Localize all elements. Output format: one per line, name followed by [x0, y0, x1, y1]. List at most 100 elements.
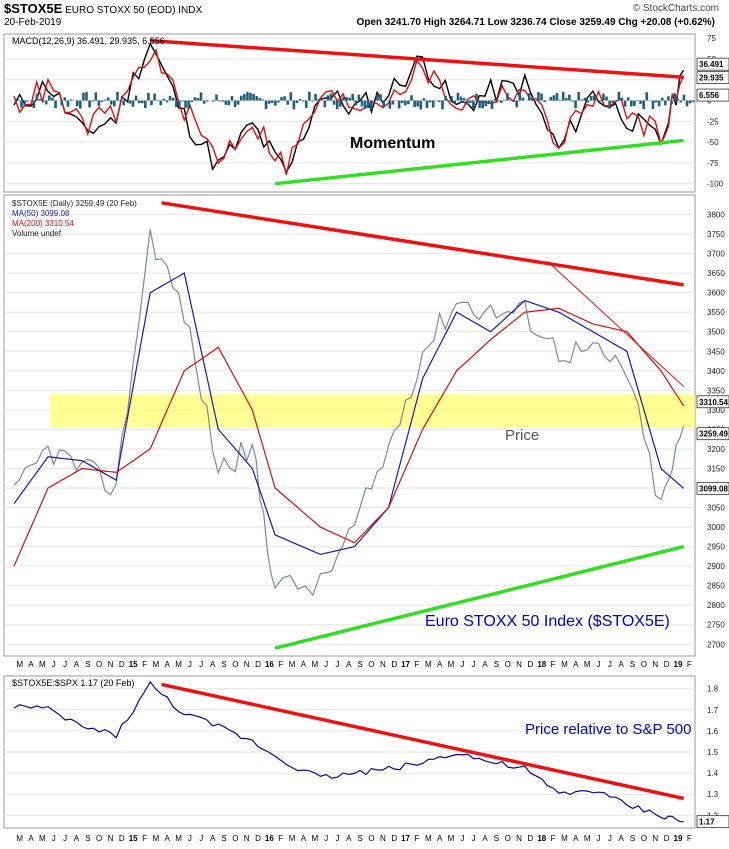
histogram-bar	[558, 99, 562, 101]
histogram-bar	[592, 95, 596, 101]
histogram-bar	[75, 100, 79, 107]
x-tick-label: D	[528, 660, 534, 669]
histogram-bar	[428, 100, 432, 103]
histogram-bar	[639, 100, 642, 104]
histogram-bar	[382, 100, 385, 107]
trendline-green	[274, 544, 685, 650]
y-tick-label: -50	[707, 138, 719, 147]
histogram-bar	[193, 97, 197, 101]
histogram-bar	[150, 100, 153, 106]
histogram-bar	[472, 100, 475, 109]
macd-legend: MACD(12,26,9) 36.491, 29.935, 6.556	[12, 36, 165, 46]
x-tick-label: 19	[674, 834, 683, 843]
histogram-bar	[38, 98, 42, 101]
histogram-bar	[144, 100, 147, 109]
histogram-bar	[487, 100, 491, 105]
y-tick-label: 3650	[707, 269, 725, 278]
x-tick-label: A	[437, 660, 443, 669]
histogram-bar	[425, 100, 429, 108]
value-tag-label: 3099.08	[699, 484, 728, 493]
histogram-bar	[416, 100, 420, 107]
histogram-bar	[518, 93, 522, 101]
histogram-bar	[308, 91, 311, 101]
histogram-bar	[252, 94, 255, 101]
histogram-bar	[589, 96, 593, 101]
ohlc-readout: Open 3241.70 High 3264.71 Low 3236.74 Cl…	[356, 17, 715, 28]
histogram-bar	[295, 100, 299, 104]
x-tick-label: N	[380, 834, 386, 843]
x-tick-label: S	[221, 660, 226, 669]
y-tick-label: 2850	[707, 582, 725, 591]
x-tick-label: A	[482, 834, 488, 843]
histogram-bar	[506, 93, 509, 101]
histogram-bar	[651, 100, 655, 109]
x-tick-label: D	[255, 660, 261, 669]
histogram-bar	[215, 94, 218, 101]
histogram-bar	[159, 100, 163, 106]
trendline-red	[150, 38, 684, 79]
histogram-bar	[91, 100, 94, 102]
histogram-bar	[561, 91, 565, 101]
histogram-bar	[537, 92, 540, 101]
histogram-bar	[577, 92, 580, 101]
trendline-red	[161, 682, 685, 801]
x-tick-label: A	[573, 834, 579, 843]
momentum-annotation: Momentum	[350, 135, 435, 152]
histogram-bar	[475, 93, 478, 101]
histogram-bar	[258, 98, 262, 101]
histogram-bar	[320, 100, 324, 102]
histogram-bar	[255, 96, 259, 101]
histogram-bar	[376, 94, 379, 101]
histogram-bar	[580, 99, 584, 101]
histogram-bar	[363, 100, 367, 109]
x-tick-label: J	[597, 660, 601, 669]
y-tick-label: 2700	[707, 640, 725, 649]
histogram-bar	[670, 100, 673, 105]
histogram-bar	[79, 100, 82, 109]
x-tick-label: N	[244, 834, 250, 843]
x-tick-label: J	[597, 834, 601, 843]
y-tick-label: 1.7	[707, 706, 719, 715]
histogram-bar	[342, 96, 345, 101]
x-tick-label: M	[289, 834, 296, 843]
histogram-bar	[314, 93, 317, 101]
x-tick-label: O	[232, 660, 238, 669]
source-credit: © StockCharts.com	[632, 3, 719, 14]
histogram-bar	[354, 100, 358, 106]
trendline-green	[274, 138, 684, 186]
price-legend-item: MA(200) 3310.54	[12, 219, 74, 228]
x-axis: M A M J J A S O N D 15 F M A M J J A S O N D 16 F M A M J J A S O N D 17 F M…	[16, 660, 692, 843]
histogram-bar	[44, 100, 48, 105]
x-tick-label: O	[641, 660, 647, 669]
price-annotation: Price	[505, 427, 539, 444]
y-tick-label: 2900	[707, 562, 725, 571]
x-tick-label: F	[551, 834, 556, 843]
histogram-bar	[292, 100, 296, 110]
series-line--stox5e	[13, 229, 685, 597]
x-tick-label: A	[619, 660, 625, 669]
histogram-bar	[633, 100, 636, 106]
histogram-bar	[230, 96, 234, 101]
ratio-legend: $STOX5E:$SPX 1.17 (20 Feb)	[12, 678, 134, 688]
histogram-bar	[688, 100, 692, 104]
histogram-bar	[63, 97, 67, 101]
x-tick-label: A	[482, 660, 488, 669]
histogram-bar	[481, 100, 485, 109]
histogram-bar	[187, 100, 190, 109]
histogram-bar	[113, 100, 116, 107]
x-tick-label: J	[199, 834, 203, 843]
histogram-bar	[335, 100, 339, 110]
x-tick-label: S	[494, 834, 499, 843]
histogram-bar	[543, 100, 546, 103]
histogram-bar	[301, 100, 305, 102]
y-tick-label: 3000	[707, 523, 725, 532]
x-tick-label: 17	[401, 660, 410, 669]
x-tick-label: M	[584, 660, 591, 669]
histogram-bar	[620, 97, 624, 101]
x-tick-label: M	[175, 834, 182, 843]
histogram-bar	[438, 100, 441, 103]
index-annotation: Euro STOXX 50 Index ($STOX5E)	[425, 613, 670, 630]
x-tick-label: 16	[265, 660, 274, 669]
x-tick-label: D	[664, 660, 670, 669]
